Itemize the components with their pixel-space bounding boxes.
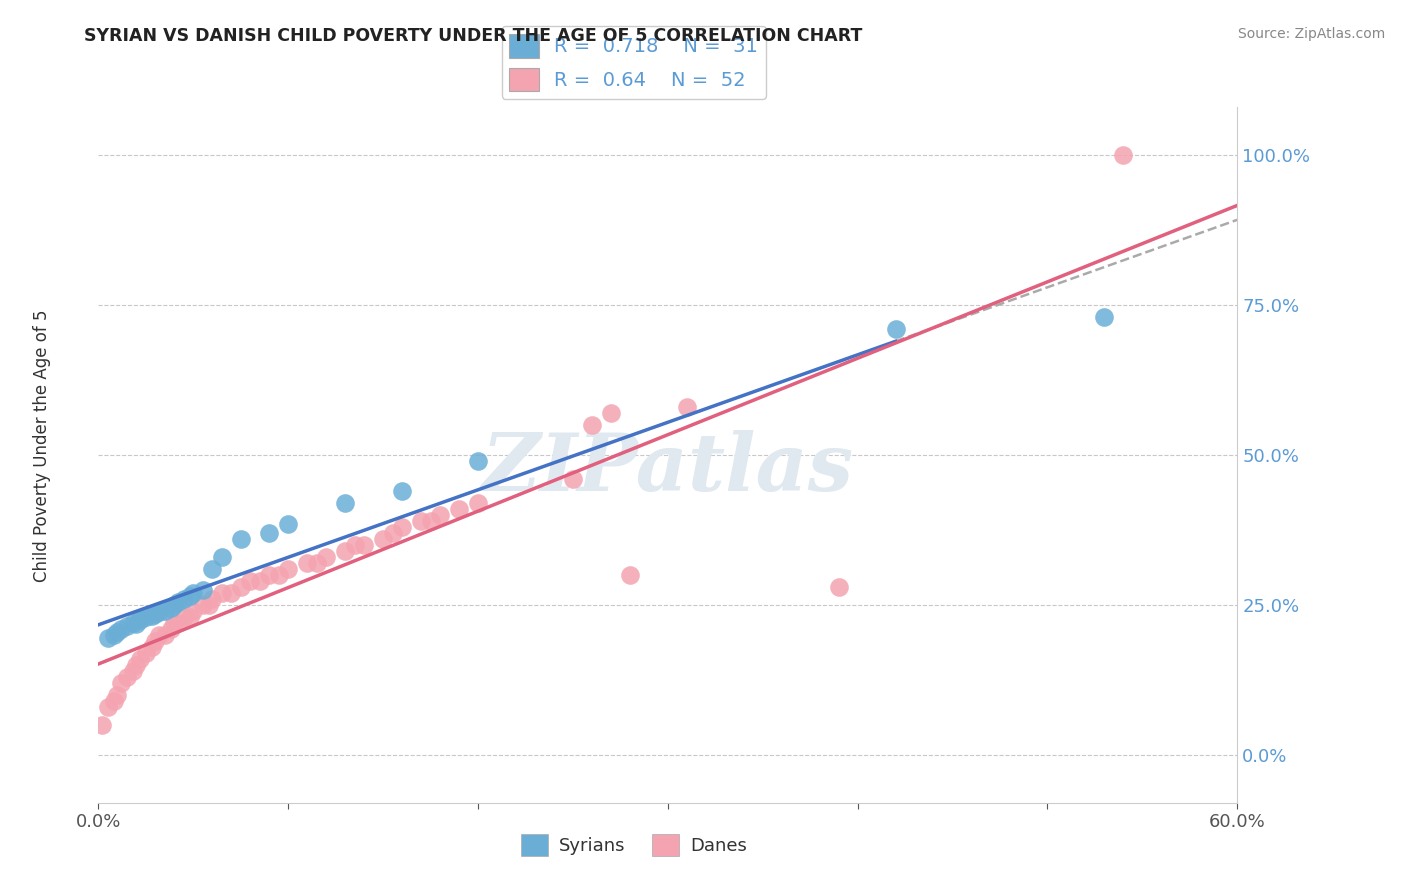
Text: Source: ZipAtlas.com: Source: ZipAtlas.com (1237, 27, 1385, 41)
Point (103, 628, 125, 642)
Legend: Syrians, Danes: Syrians, Danes (513, 827, 754, 863)
Point (267, 567, 290, 582)
Point (343, 538, 366, 552)
Point (335, 544, 357, 558)
Point (353, 538, 375, 552)
Point (197, 598, 219, 612)
Point (153, 604, 176, 618)
Point (1094, 310, 1116, 324)
Point (600, 406, 623, 420)
Text: Child Poverty Under the Age of 5: Child Poverty Under the Age of 5 (34, 310, 51, 582)
Point (249, 574, 271, 588)
Point (449, 502, 471, 516)
Point (179, 610, 201, 624)
Point (167, 615, 190, 630)
Point (239, 574, 262, 588)
Point (141, 608, 163, 623)
Point (107, 624, 129, 639)
Point (259, 567, 281, 582)
Point (125, 617, 148, 632)
Point (211, 549, 233, 564)
Point (297, 556, 319, 570)
Point (163, 615, 186, 630)
Point (411, 514, 433, 528)
Point (107, 688, 129, 702)
Point (115, 619, 138, 633)
Text: SYRIAN VS DANISH CHILD POVERTY UNDER THE AGE OF 5 CORRELATION CHART: SYRIAN VS DANISH CHILD POVERTY UNDER THE… (84, 27, 863, 45)
Point (167, 595, 190, 609)
Point (179, 589, 201, 603)
Point (884, 322, 907, 336)
Point (159, 600, 181, 615)
Point (145, 607, 167, 621)
Point (129, 613, 152, 627)
Point (135, 646, 157, 660)
Point (183, 604, 205, 618)
Point (229, 532, 252, 546)
Point (110, 676, 132, 690)
Point (115, 670, 138, 684)
Point (1112, 148, 1135, 162)
Point (148, 628, 170, 642)
Point (828, 580, 851, 594)
Point (121, 615, 143, 630)
Point (129, 652, 152, 666)
Point (183, 586, 205, 600)
Point (110, 622, 132, 636)
Point (145, 633, 167, 648)
Point (191, 582, 214, 597)
Point (173, 610, 195, 624)
Point (201, 562, 224, 576)
Point (97, 631, 120, 645)
Point (129, 611, 152, 625)
Point (221, 586, 243, 600)
Point (148, 605, 170, 619)
Point (191, 598, 214, 612)
Point (429, 508, 451, 522)
Point (619, 567, 641, 582)
Point (381, 525, 404, 540)
Text: ZIPatlas: ZIPatlas (482, 430, 853, 508)
Point (467, 454, 489, 468)
Point (121, 664, 143, 678)
Point (97, 699, 120, 714)
Point (305, 556, 328, 570)
Point (211, 586, 233, 600)
Point (153, 628, 176, 642)
Point (277, 516, 299, 531)
Point (315, 549, 337, 564)
Point (581, 417, 603, 432)
Point (391, 520, 413, 534)
Point (103, 694, 125, 708)
Point (173, 591, 195, 606)
Point (335, 496, 357, 510)
Point (277, 562, 299, 576)
Point (391, 483, 413, 498)
Point (562, 472, 585, 486)
Point (91, 718, 114, 732)
Point (467, 496, 489, 510)
Point (125, 657, 148, 672)
Point (159, 622, 181, 636)
Point (676, 400, 699, 414)
Point (259, 525, 281, 540)
Point (135, 610, 157, 624)
Point (371, 532, 394, 546)
Point (163, 598, 186, 612)
Point (201, 591, 224, 606)
Point (141, 640, 163, 654)
Point (419, 514, 441, 528)
Point (229, 580, 252, 594)
